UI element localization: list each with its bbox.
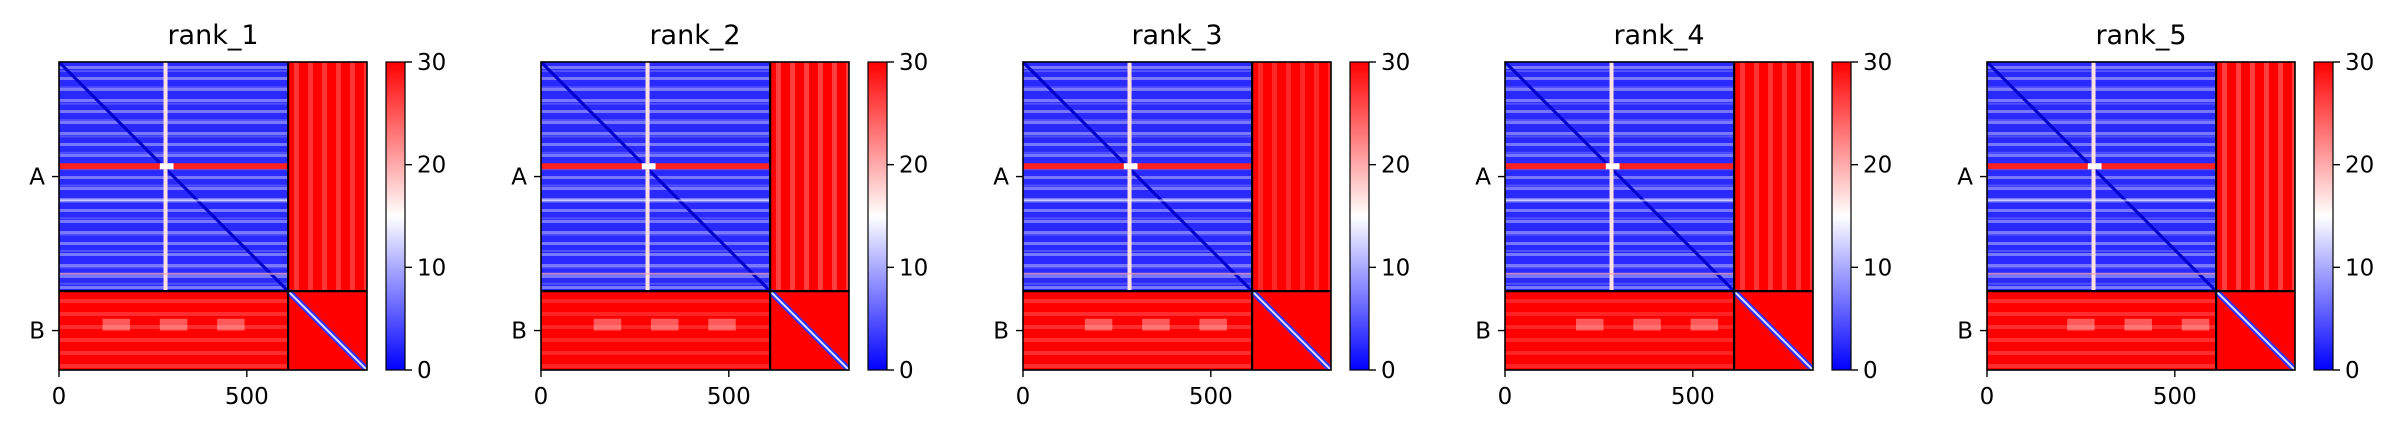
y-tick-label-A: A xyxy=(29,165,45,191)
panel-rank_5: rank_5 A B 0 500 0 10 20 30 xyxy=(1957,20,2374,410)
colorbar-tick-label-20: 20 xyxy=(1863,153,1892,179)
panel-title: rank_3 xyxy=(1131,20,1222,51)
colorbar-tick-label-30: 30 xyxy=(899,50,928,76)
colorbar-tick-label-0: 0 xyxy=(1863,358,1878,384)
y-tick-label-B: B xyxy=(1475,319,1491,345)
colorbar-tick-label-20: 20 xyxy=(2345,153,2374,179)
heatmap xyxy=(1023,62,1331,370)
x-tick-label-500: 500 xyxy=(1189,384,1233,410)
diagonal-a xyxy=(1505,62,1736,293)
plot-frame xyxy=(540,61,850,371)
y-tick-label-A: A xyxy=(1957,165,1973,191)
diagonal-a xyxy=(1023,62,1254,293)
colorbar-tick-label-20: 20 xyxy=(1381,153,1410,179)
streak-vertical xyxy=(1127,62,1132,292)
colorbar-tick-label-30: 30 xyxy=(2345,50,2374,76)
panel-title: rank_5 xyxy=(2095,20,2186,51)
x-tick-label-0: 0 xyxy=(1498,384,1513,410)
colorbar xyxy=(1349,61,1370,371)
colorbar-tick-label-10: 10 xyxy=(2345,255,2374,281)
streak-vertical xyxy=(163,62,168,292)
y-tick-label-A: A xyxy=(511,165,527,191)
x-tick-label-500: 500 xyxy=(2153,384,2197,410)
y-tick-label-A: A xyxy=(993,165,1009,191)
plot-frame xyxy=(1504,61,1814,371)
colorbar xyxy=(2313,61,2334,371)
x-tick-label-0: 0 xyxy=(1980,384,1995,410)
y-tick-label-B: B xyxy=(29,319,45,345)
diagonal-a xyxy=(1987,62,2218,293)
panel-rank_3: rank_3 A B 0 500 0 10 20 30 xyxy=(993,20,1410,410)
streak-vertical xyxy=(2091,62,2096,292)
y-tick-label-A: A xyxy=(1475,165,1491,191)
panel-rank_1: rank_1 A B 0 500 0 10 20 30 xyxy=(29,20,446,410)
colorbar xyxy=(867,61,888,371)
x-tick-label-0: 0 xyxy=(52,384,67,410)
diagonal-a xyxy=(59,62,290,293)
colorbar-tick-label-30: 30 xyxy=(417,50,446,76)
streak-vertical xyxy=(645,62,650,292)
colorbar-tick-label-30: 30 xyxy=(1381,50,1410,76)
panel-title: rank_2 xyxy=(649,20,740,51)
streak-vertical xyxy=(1609,62,1614,292)
x-tick-label-0: 0 xyxy=(534,384,549,410)
colorbar-tick-label-0: 0 xyxy=(1381,358,1396,384)
colorbar-tick-label-0: 0 xyxy=(899,358,914,384)
colorbar-tick-label-10: 10 xyxy=(1381,255,1410,281)
panel-rank_2: rank_2 A B 0 500 0 10 20 30 xyxy=(511,20,928,410)
colorbar-tick-label-0: 0 xyxy=(417,358,432,384)
y-tick-label-B: B xyxy=(993,319,1009,345)
x-tick-label-500: 500 xyxy=(225,384,269,410)
panel-title: rank_1 xyxy=(167,20,258,51)
streak-horizontal xyxy=(1987,163,2217,170)
colorbar xyxy=(1831,61,1852,371)
y-tick-label-B: B xyxy=(511,319,527,345)
y-tick-label-B: B xyxy=(1957,319,1973,345)
plot-frame xyxy=(58,61,368,371)
streak-horizontal xyxy=(1505,163,1735,170)
heatmap xyxy=(59,62,367,370)
x-tick-label-500: 500 xyxy=(1671,384,1715,410)
colorbar-tick-label-10: 10 xyxy=(899,255,928,281)
colorbar-tick-label-20: 20 xyxy=(417,153,446,179)
plot-frame xyxy=(1986,61,2296,371)
panel-rank_4: rank_4 A B 0 500 0 10 20 30 xyxy=(1475,20,1892,410)
colorbar-tick-label-30: 30 xyxy=(1863,50,1892,76)
colorbar-tick-label-0: 0 xyxy=(2345,358,2360,384)
diagonal-a xyxy=(541,62,772,293)
panel-title: rank_4 xyxy=(1613,20,1704,51)
colorbar-tick-label-20: 20 xyxy=(899,153,928,179)
heatmap xyxy=(541,62,849,370)
plot-frame xyxy=(1022,61,1332,371)
heatmap xyxy=(1505,62,1813,370)
x-tick-label-0: 0 xyxy=(1016,384,1031,410)
colorbar xyxy=(385,61,406,371)
streak-horizontal xyxy=(1023,163,1253,170)
colorbar-tick-label-10: 10 xyxy=(1863,255,1892,281)
x-tick-label-500: 500 xyxy=(707,384,751,410)
colorbar-tick-label-10: 10 xyxy=(417,255,446,281)
heatmap xyxy=(1987,62,2295,370)
